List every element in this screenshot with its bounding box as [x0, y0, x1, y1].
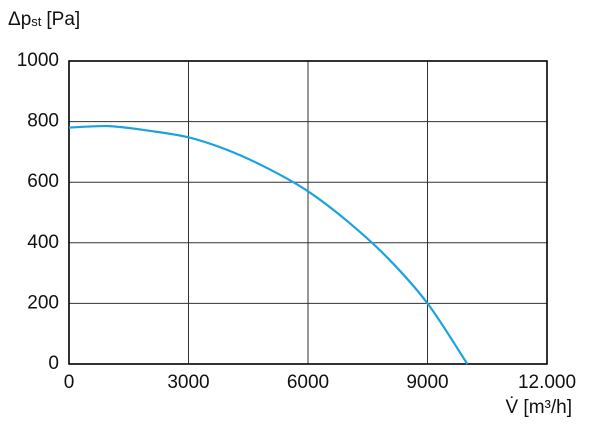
y-label-unit: [Pa]: [46, 9, 80, 30]
plot-frame: [68, 60, 548, 365]
y-axis-label: Δpst [Pa]: [8, 9, 80, 30]
x-axis-label: V̇ [m³/h]: [505, 397, 572, 418]
y-tick-label: 600: [27, 171, 59, 192]
x-tick-label: 6000: [287, 372, 329, 393]
y-tick-label: 800: [27, 111, 59, 132]
x-tick-label: 9000: [406, 372, 448, 393]
y-label-subscript: st: [31, 14, 42, 29]
x-tick-label: 12.000: [518, 372, 576, 393]
y-label-symbol: Δp: [8, 9, 31, 30]
x-tick-label: 0: [64, 372, 75, 393]
y-tick-label: 400: [27, 232, 59, 253]
x-tick-label: 3000: [167, 372, 209, 393]
y-tick-label: 200: [27, 292, 59, 313]
y-tick-label: 0: [48, 353, 59, 374]
fan-curve: [68, 124, 469, 365]
y-tick-label: 1000: [17, 50, 59, 71]
